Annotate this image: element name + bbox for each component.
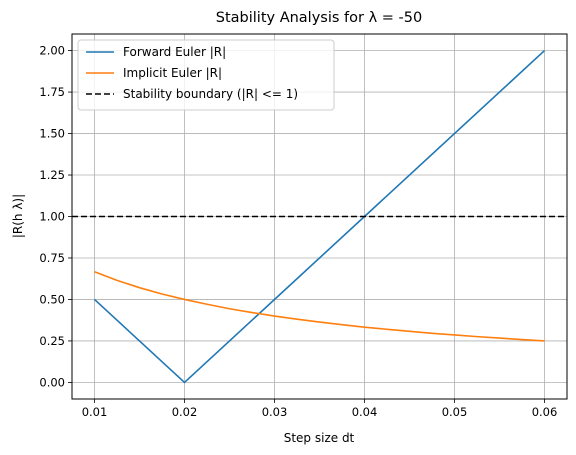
y-tick-label: 1.25 <box>39 168 65 182</box>
y-tick-label: 1.50 <box>39 127 65 141</box>
x-tick-label: 0.06 <box>532 405 558 419</box>
chart-title: Stability Analysis for λ = -50 <box>216 10 422 26</box>
legend-box <box>77 39 335 111</box>
y-ticks: 0.00 0.25 0.50 0.75 1.00 1.25 1.50 1.75 2.00 <box>39 44 72 389</box>
series-line-0 <box>93 50 546 384</box>
legend: Forward Euler |R| Implicit Euler |R| Stabi… <box>77 39 335 111</box>
x-axis-label: Step size dt <box>284 431 355 445</box>
x-ticks: 0.01 0.02 0.03 0.04 0.05 0.06 <box>82 399 558 419</box>
y-tick-label: 1.00 <box>39 210 65 224</box>
plot-lines <box>72 50 567 384</box>
series-line-1 <box>94 271 545 342</box>
x-tick-label: 0.02 <box>172 405 198 419</box>
y-axis-label: |R(h λ)| <box>11 194 25 238</box>
y-tick-label: 0.50 <box>39 292 65 306</box>
y-tick-label: 2.00 <box>39 44 65 58</box>
y-tick-label: 0.25 <box>39 334 65 348</box>
x-tick-label: 0.03 <box>262 405 288 419</box>
legend-label: Stability boundary (|R| <= 1) <box>123 87 298 101</box>
legend-label: Forward Euler |R| <box>123 45 226 59</box>
legend-label: Implicit Euler |R| <box>123 66 222 80</box>
x-tick-label: 0.04 <box>352 405 378 419</box>
x-tick-label: 0.01 <box>82 405 108 419</box>
x-tick-label: 0.05 <box>442 405 468 419</box>
y-tick-label: 0.75 <box>39 251 65 265</box>
y-tick-label: 0.00 <box>39 375 65 389</box>
y-tick-label: 1.75 <box>39 85 65 99</box>
